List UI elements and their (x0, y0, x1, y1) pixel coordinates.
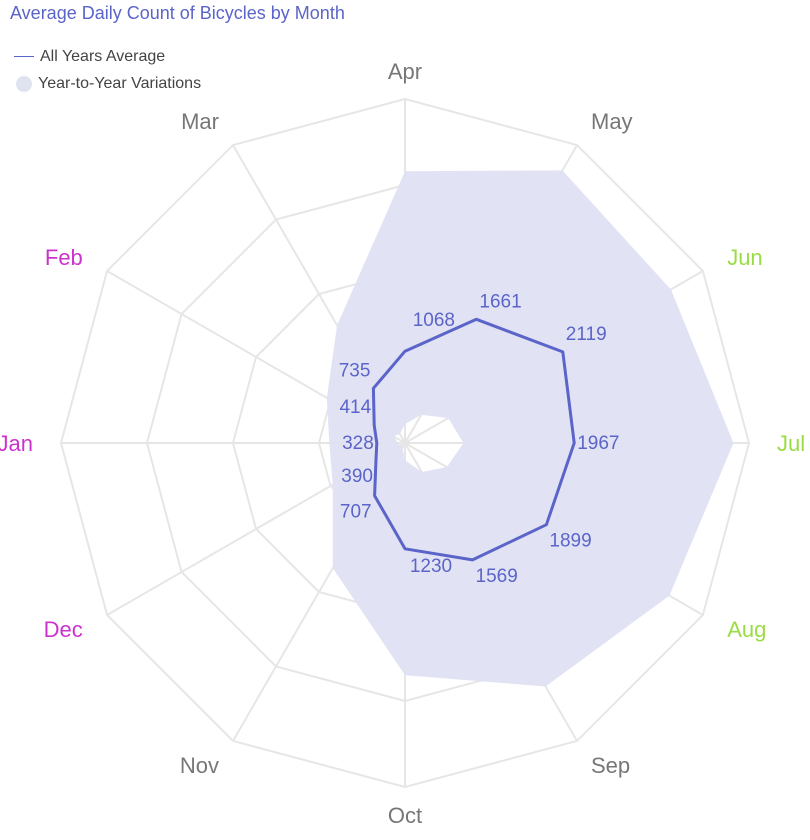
data-label-jun: 2119 (566, 324, 607, 345)
chart-title: Average Daily Count of Bicycles by Month (10, 3, 345, 23)
category-label-aug: Aug (727, 617, 766, 642)
data-label-jan: 328 (342, 433, 374, 454)
data-label-apr: 1068 (413, 310, 455, 331)
average-line (371, 317, 576, 562)
data-label-mar: 735 (339, 360, 371, 381)
category-label-dec: Dec (44, 617, 83, 642)
category-label-jul: Jul (777, 431, 805, 456)
data-label-aug: 1899 (549, 531, 591, 552)
data-label-dec: 390 (341, 466, 373, 487)
data-label-jul: 1967 (577, 433, 619, 454)
data-label-nov: 707 (340, 502, 372, 523)
legend-label-average: All Years Average (40, 47, 166, 65)
category-label-jan: Jan (0, 431, 33, 456)
category-label-apr: Apr (388, 59, 422, 84)
category-label-jun: Jun (727, 245, 762, 270)
legend-line-swatch (14, 56, 34, 57)
category-label-feb: Feb (45, 245, 83, 270)
category-label-oct: Oct (388, 803, 422, 828)
variation-band (326, 170, 734, 687)
data-label-may: 1661 (479, 291, 521, 312)
data-label-feb: 414 (339, 397, 371, 418)
legend: All Years Average Year-to-Year Variation… (14, 43, 201, 97)
legend-item-average[interactable]: All Years Average (14, 43, 201, 70)
category-label-mar: Mar (181, 109, 219, 134)
data-label-oct: 1230 (410, 556, 452, 577)
category-label-nov: Nov (180, 753, 219, 778)
legend-item-variations[interactable]: Year-to-Year Variations (14, 70, 201, 97)
legend-label-variations: Year-to-Year Variations (38, 74, 202, 92)
legend-area-swatch (16, 75, 32, 92)
data-label-sep: 1569 (476, 566, 518, 587)
category-label-may: May (591, 109, 633, 134)
category-label-sep: Sep (591, 753, 630, 778)
